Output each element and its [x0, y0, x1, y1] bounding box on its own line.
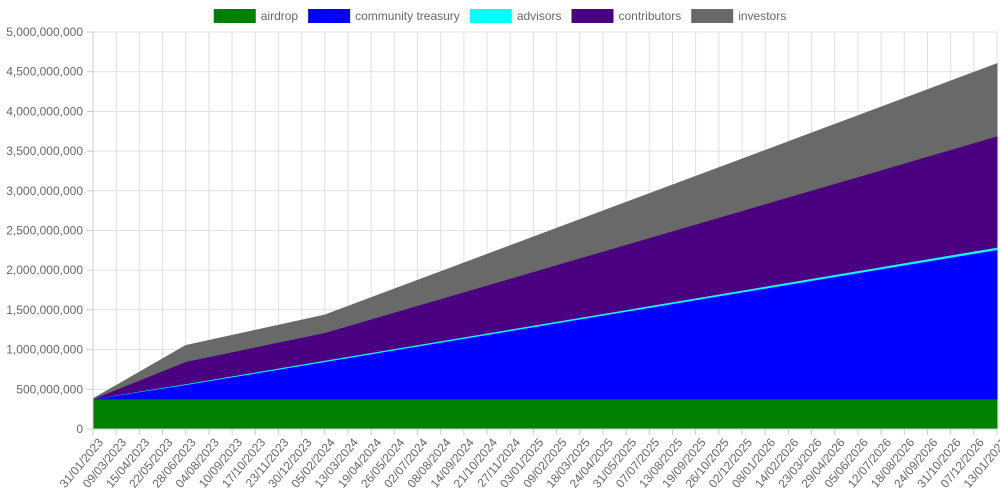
area-airdrop	[92, 398, 998, 430]
y-tick-label: 2,500,000,000	[6, 224, 83, 238]
legend-swatch-advisors	[469, 9, 512, 23]
y-tick-label: 2,000,000,000	[6, 263, 83, 277]
y-tick-label: 3,000,000,000	[6, 184, 83, 198]
y-tick-label: 4,000,000,000	[6, 104, 83, 118]
legend-swatch-community-treasury	[308, 9, 351, 23]
legend-label: airdrop	[261, 9, 299, 23]
legend-swatch-investors	[691, 9, 734, 23]
y-tick-label: 500,000,000	[16, 382, 83, 396]
area-investors	[92, 63, 998, 400]
legend-swatch-contributors	[571, 9, 614, 23]
y-tick-label: 1,500,000,000	[6, 303, 83, 317]
y-tick-label: 0	[76, 422, 83, 436]
x-axis-ticks: 31/01/202309/03/202315/04/202322/05/2023…	[57, 429, 1000, 491]
y-tick-label: 4,500,000,000	[6, 65, 83, 79]
y-tick-label: 1,000,000,000	[6, 343, 83, 357]
legend-label: investors	[738, 9, 786, 23]
area-series	[92, 63, 998, 430]
y-tick-label: 5,000,000,000	[6, 25, 83, 39]
legend-label: contributors	[619, 9, 682, 23]
legend: airdrop community treasury advisors contrib…	[213, 9, 786, 23]
legend-label: advisors	[517, 9, 562, 23]
legend-label: community treasury	[355, 9, 460, 23]
y-axis-ticks: 0 500,000,000 1,000,000,000 1,500,000,000 2,…	[6, 25, 93, 436]
y-tick-label: 3,500,000,000	[6, 144, 83, 158]
legend-swatch-airdrop	[213, 9, 256, 23]
